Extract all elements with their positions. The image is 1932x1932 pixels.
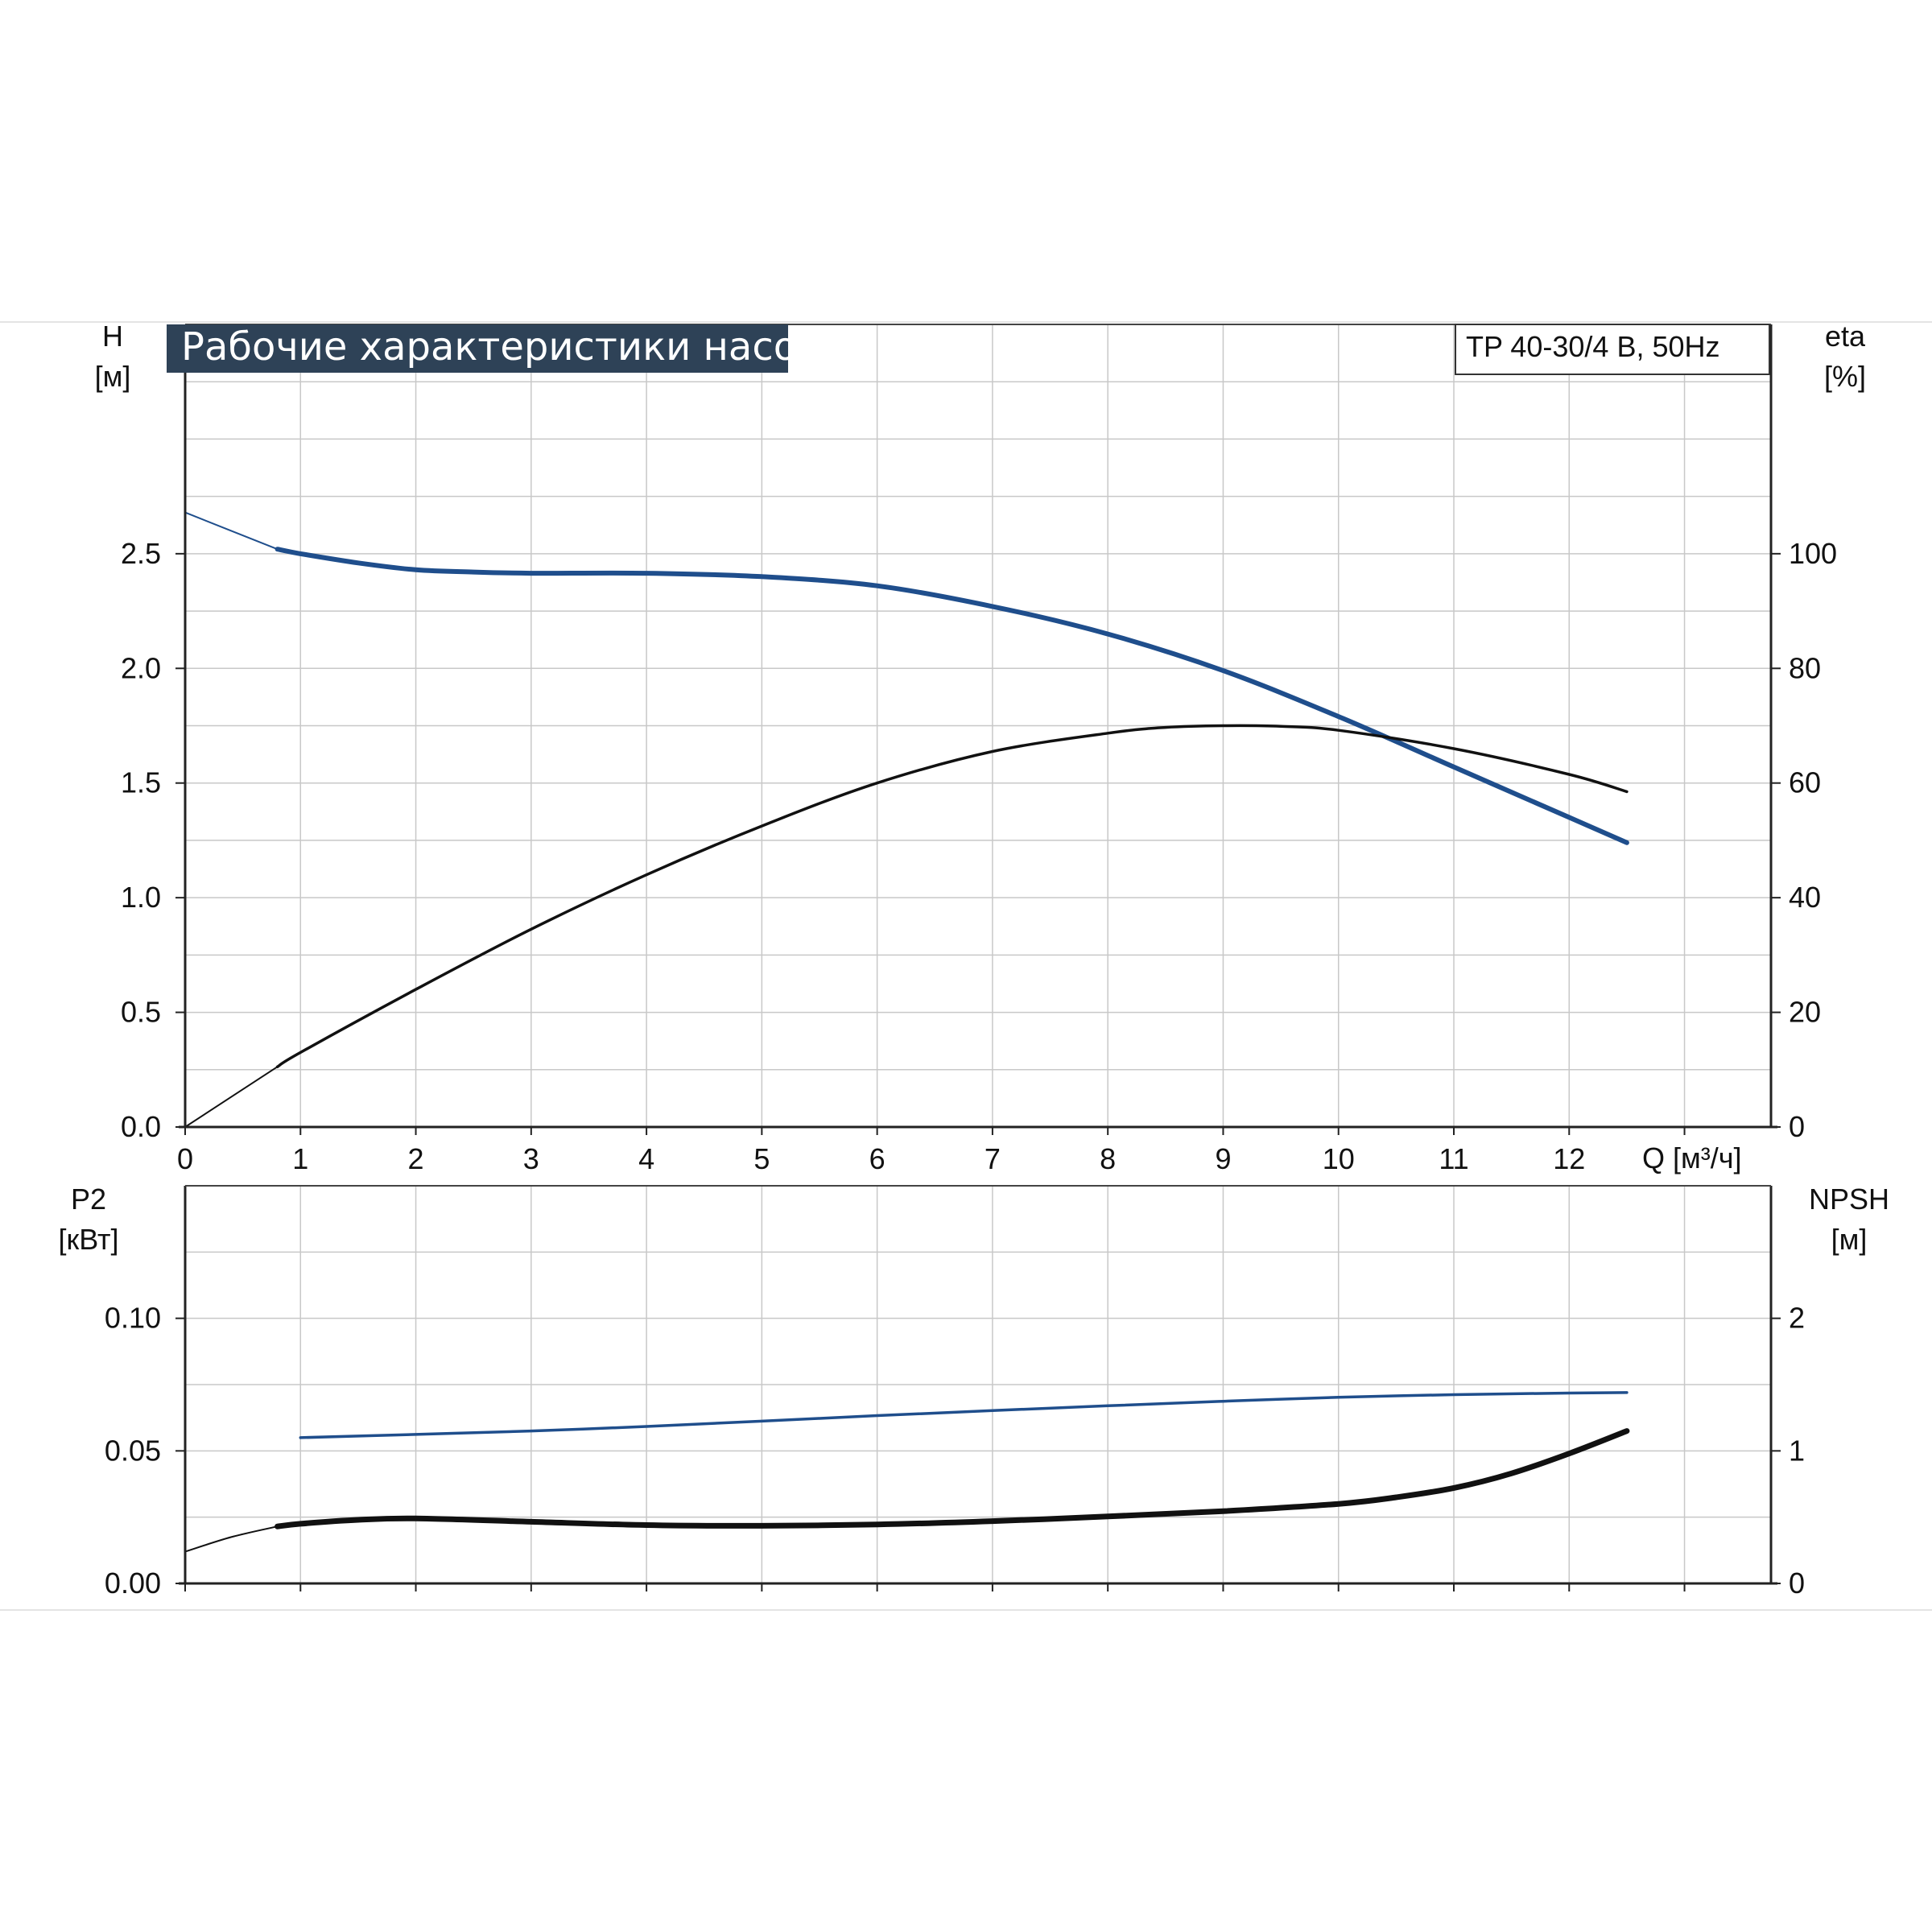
top-series-1-line [275, 724, 1629, 1068]
chart-title-box: Рабочие характеристики насоса [167, 324, 842, 373]
top-left-tick-label: 1.5 [121, 766, 161, 799]
top-chart-series [184, 511, 1629, 1128]
bottom-chart-axes: 0.00 0.05 0.10 0 1 2 [105, 1185, 1805, 1600]
top-x-tick-label: 6 [869, 1142, 886, 1175]
bottom-right-tick-label: 0 [1789, 1567, 1805, 1600]
bottom-series-0-line [299, 1391, 1629, 1439]
top-right-tick-label: 40 [1789, 881, 1821, 914]
top-x-tick-label: 10 [1323, 1142, 1355, 1175]
bottom-left-tick-label: 0.05 [105, 1434, 161, 1467]
bottom-right-tick-label: 2 [1789, 1302, 1805, 1335]
figure-frame-lines [0, 321, 1932, 1611]
q-axis-label: Q [м³/ч] [1642, 1141, 1742, 1174]
top-left-tick-label: 0.0 [121, 1110, 161, 1143]
top-x-tick-label: 1 [292, 1142, 308, 1175]
p2-axis-unit: [кВт] [58, 1223, 118, 1256]
h-axis-label: H [102, 320, 123, 353]
top-left-tick-label: 1.0 [121, 881, 161, 914]
top-left-tick-label: 0.5 [121, 996, 161, 1029]
top-x-tick-label: 9 [1215, 1142, 1231, 1175]
p2-axis-label: P2 [71, 1183, 106, 1216]
top-x-tick-label: 5 [753, 1142, 770, 1175]
top-series-0-extrapolated-line [184, 511, 279, 551]
top-x-tick-label: 7 [985, 1142, 1001, 1175]
top-series-1-extrapolated-line [184, 1066, 279, 1128]
model-label: TP 40-30/4 B, 50Hz [1466, 330, 1720, 363]
npsh-axis-label: NPSH [1809, 1183, 1889, 1216]
top-right-tick-label: 0 [1789, 1110, 1805, 1143]
top-x-tick-label: 12 [1553, 1142, 1585, 1175]
top-x-tick-label: 4 [638, 1142, 654, 1175]
top-x-tick-label: 3 [523, 1142, 539, 1175]
bottom-left-tick-label: 0.00 [105, 1567, 161, 1600]
top-right-tick-label: 100 [1789, 537, 1837, 570]
npsh-axis-unit: [м] [1831, 1223, 1868, 1256]
model-badge: TP 40-30/4 B, 50Hz [1455, 324, 1770, 375]
top-left-tick-label: 2.5 [121, 537, 161, 570]
top-series-0-line [275, 547, 1629, 845]
top-right-tick-label: 60 [1789, 766, 1821, 799]
chart-title: Рабочие характеристики насоса [181, 324, 842, 369]
top-x-tick-label: 11 [1439, 1142, 1468, 1175]
bottom-left-tick-label: 0.10 [105, 1302, 161, 1335]
bottom-right-tick-label: 1 [1789, 1434, 1805, 1467]
top-x-tick-label: 8 [1100, 1142, 1116, 1175]
top-chart-grid [184, 324, 1771, 1128]
top-x-tick-label: 2 [408, 1142, 424, 1175]
bottom-series-1-extrapolated-line [184, 1525, 279, 1553]
top-x-tick-label: 0 [177, 1142, 193, 1175]
bottom-series-1-line [275, 1428, 1630, 1530]
h-axis-unit: [м] [95, 360, 131, 393]
eta-axis-unit: [%] [1824, 360, 1866, 393]
top-left-tick-label: 2.0 [121, 651, 161, 684]
top-right-tick-label: 80 [1789, 651, 1821, 684]
top-right-tick-label: 20 [1789, 996, 1821, 1029]
bottom-chart-series [184, 1391, 1630, 1553]
eta-axis-label: eta [1825, 320, 1866, 353]
